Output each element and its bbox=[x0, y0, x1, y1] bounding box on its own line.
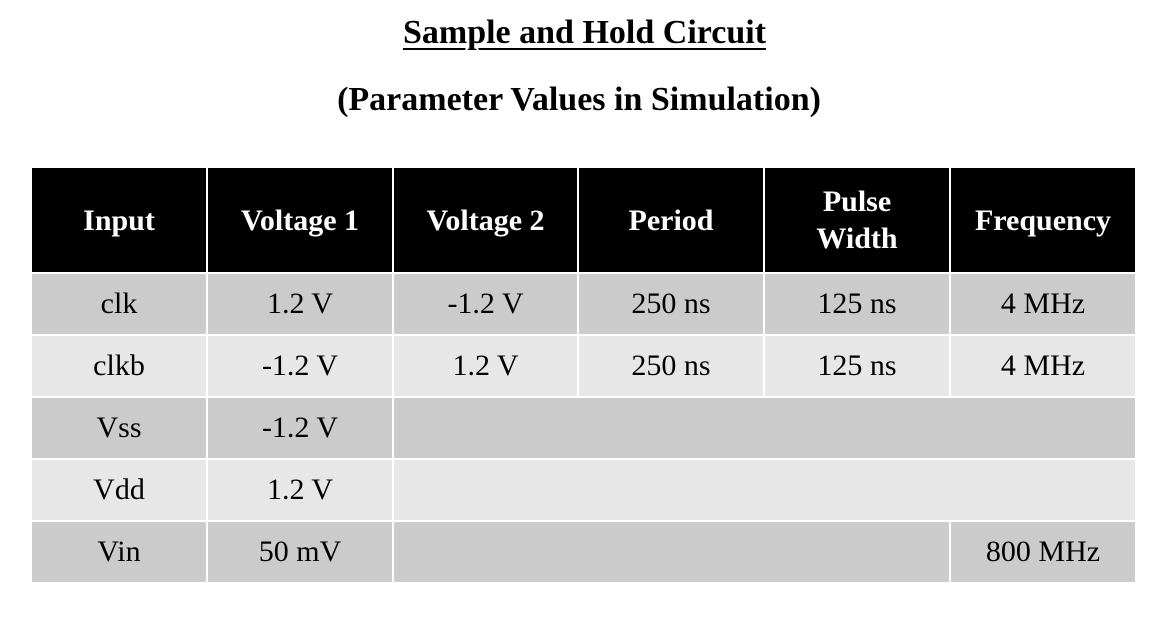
table-row: clkb -1.2 V 1.2 V 250 ns 125 ns 4 MHz bbox=[30, 334, 1137, 398]
page-title: Sample and Hold Circuit bbox=[0, 12, 1169, 54]
cell-period: 250 ns bbox=[577, 334, 765, 398]
cell-voltage-2: 1.2 V bbox=[392, 334, 579, 398]
cell-voltage-2: -1.2 V bbox=[392, 272, 579, 336]
header-input: Input bbox=[30, 166, 208, 274]
cell-period: 250 ns bbox=[577, 272, 765, 336]
parameter-table: Input Voltage 1 Voltage 2 Period Pulse W… bbox=[30, 166, 1137, 584]
header-pulse-width: Pulse Width bbox=[763, 166, 951, 274]
header-voltage-1: Voltage 1 bbox=[206, 166, 394, 274]
cell-voltage-1: 50 mV bbox=[206, 520, 394, 584]
cell-input: clk bbox=[30, 272, 208, 336]
header-pulse-width-text: Pulse Width bbox=[816, 185, 898, 255]
cell-voltage-1: -1.2 V bbox=[206, 396, 394, 460]
title-text: Sample and Hold Circuit bbox=[402, 14, 767, 51]
table-row: Vin 50 mV 800 MHz bbox=[30, 520, 1137, 584]
cell-pulse-width: 125 ns bbox=[763, 334, 951, 398]
cell-voltage-1: 1.2 V bbox=[206, 458, 394, 522]
cell-frequency: 800 MHz bbox=[949, 520, 1137, 584]
cell-empty bbox=[392, 520, 951, 584]
header-row: Input Voltage 1 Voltage 2 Period Pulse W… bbox=[30, 166, 1137, 274]
cell-frequency: 4 MHz bbox=[949, 334, 1137, 398]
cell-frequency: 4 MHz bbox=[949, 272, 1137, 336]
table-row: clk 1.2 V -1.2 V 250 ns 125 ns 4 MHz bbox=[30, 272, 1137, 336]
cell-input: Vdd bbox=[30, 458, 208, 522]
cell-empty bbox=[392, 458, 1137, 522]
cell-empty bbox=[392, 396, 1137, 460]
table-row: Vss -1.2 V bbox=[30, 396, 1137, 460]
header-period: Period bbox=[577, 166, 765, 274]
page-subtitle: (Parameter Values in Simulation) bbox=[337, 81, 821, 118]
cell-voltage-1: -1.2 V bbox=[206, 334, 394, 398]
cell-voltage-1: 1.2 V bbox=[206, 272, 394, 336]
table-row: Vdd 1.2 V bbox=[30, 458, 1137, 522]
cell-input: clkb bbox=[30, 334, 208, 398]
cell-input: Vin bbox=[30, 520, 208, 584]
header-voltage-2: Voltage 2 bbox=[392, 166, 579, 274]
cell-input: Vss bbox=[30, 396, 208, 460]
cell-pulse-width: 125 ns bbox=[763, 272, 951, 336]
header-frequency: Frequency bbox=[949, 166, 1137, 274]
